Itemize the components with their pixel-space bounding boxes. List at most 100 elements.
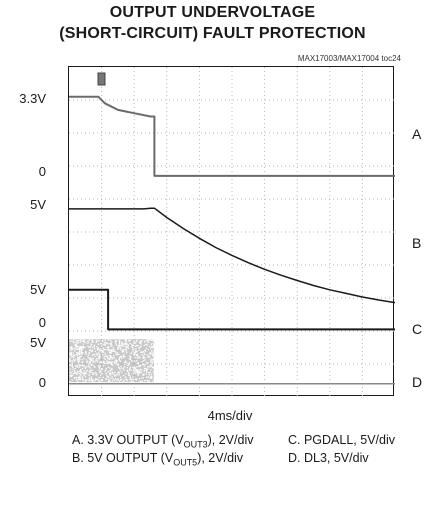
series-d-noise-dot bbox=[93, 372, 95, 375]
series-d-noise-dot bbox=[106, 375, 108, 377]
series-d-noise-dot bbox=[87, 354, 90, 356]
series-d-noise-dot bbox=[88, 351, 90, 354]
series-d-noise-dot bbox=[127, 347, 130, 350]
series-d-noise-dot bbox=[115, 361, 117, 363]
series-d-noise-dot bbox=[85, 351, 87, 353]
series-d-noise-dot bbox=[82, 365, 84, 367]
series-d-noise-dot bbox=[104, 354, 107, 356]
series-d-noise-dot bbox=[143, 344, 145, 347]
series-d-noise-dot bbox=[90, 345, 92, 347]
series-d-noise-dot bbox=[118, 343, 121, 345]
series-d-noise-dot bbox=[69, 358, 71, 360]
series-d-noise-dot bbox=[77, 362, 80, 364]
series-d-noise-dot bbox=[134, 345, 137, 347]
series-d-noise-dot bbox=[82, 378, 85, 381]
series-d-noise-dot bbox=[118, 380, 121, 382]
series-d-noise-dot bbox=[126, 343, 128, 345]
series-d-noise-dot bbox=[92, 360, 94, 362]
series-d-noise-dot bbox=[121, 371, 123, 373]
series-d-noise-dot bbox=[136, 362, 139, 364]
series-d-noise-dot bbox=[141, 354, 143, 356]
series-d-noise-dot bbox=[108, 379, 111, 382]
series-d-noise-dot bbox=[152, 359, 154, 361]
series-d-noise-dot bbox=[124, 339, 126, 341]
series-d-noise-dot bbox=[87, 345, 89, 347]
series-d-noise-dot bbox=[127, 346, 129, 349]
series-d-noise-dot bbox=[78, 360, 81, 362]
series-d-noise-dot bbox=[78, 349, 81, 352]
series-d-noise-dot bbox=[138, 365, 140, 367]
series-d-noise-dot bbox=[143, 352, 145, 354]
series-d-noise-dot bbox=[144, 349, 146, 352]
series-d-noise-dot bbox=[84, 346, 86, 348]
series-d-noise-dot bbox=[94, 361, 96, 363]
series-d-noise-dot bbox=[74, 346, 77, 348]
series-d-noise-dot bbox=[106, 362, 108, 365]
series-d-noise-dot bbox=[93, 345, 95, 347]
series-d-noise-dot bbox=[86, 360, 89, 363]
series-d-noise-dot bbox=[147, 362, 149, 364]
series-d-noise-dot bbox=[129, 376, 131, 379]
series-d-noise-dot bbox=[133, 342, 135, 344]
series-d-noise-dot bbox=[150, 359, 152, 362]
series-d-noise-dot bbox=[108, 354, 111, 357]
series-d-noise-dot bbox=[111, 362, 113, 364]
series-d-noise-dot bbox=[109, 339, 112, 341]
series-d-noise-dot bbox=[79, 370, 81, 372]
series-d-noise-dot bbox=[95, 378, 97, 381]
series-d-noise-dot bbox=[143, 367, 146, 370]
series-d-noise-dot bbox=[108, 349, 111, 351]
series-d-noise-dot bbox=[126, 379, 128, 382]
series-d-noise-dot bbox=[118, 372, 121, 374]
series-d-noise-dot bbox=[97, 347, 99, 349]
series-d-noise-dot bbox=[114, 375, 116, 377]
series-d-noise-dot bbox=[105, 378, 107, 381]
series-d-noise-dot bbox=[123, 380, 125, 383]
series-d-noise-dot bbox=[86, 379, 88, 381]
series-d-noise-dot bbox=[149, 371, 151, 373]
series-d-noise-dot bbox=[151, 351, 153, 353]
series-d-noise-dot bbox=[86, 369, 88, 371]
series-d-noise-dot bbox=[88, 366, 90, 368]
series-d-noise-dot bbox=[102, 350, 105, 353]
series-d-noise-dot bbox=[119, 369, 121, 371]
series-d-noise-dot bbox=[87, 356, 89, 358]
series-d-noise-dot bbox=[145, 373, 148, 375]
series-d-noise-dot bbox=[98, 354, 101, 356]
series-d-noise-dot bbox=[96, 357, 98, 360]
series-d-noise-dot bbox=[139, 342, 141, 344]
series-d-noise-dot bbox=[74, 354, 76, 356]
series-d-noise-dot bbox=[141, 373, 144, 376]
series-d-noise-dot bbox=[144, 354, 146, 356]
series-d-noise-dot bbox=[102, 354, 104, 356]
series-d-noise-dot bbox=[109, 367, 111, 369]
series-d-noise-dot bbox=[125, 349, 127, 352]
series-d-noise-dot bbox=[112, 350, 114, 352]
series-d-noise-dot bbox=[122, 367, 125, 369]
series-d-noise-dot bbox=[125, 360, 127, 363]
series-d-noise-dot bbox=[138, 381, 140, 383]
series-d-noise-dot bbox=[105, 377, 107, 380]
series-d-noise-dot bbox=[147, 349, 150, 351]
series-d-noise-dot bbox=[137, 363, 139, 365]
series-d-noise-dot bbox=[103, 342, 106, 344]
series-d-noise-dot bbox=[77, 364, 79, 366]
series-d-noise-dot bbox=[135, 369, 138, 371]
series-d-noise-dot bbox=[108, 381, 110, 384]
series-d-noise-dot bbox=[137, 344, 139, 347]
series-d-noise-dot bbox=[153, 351, 155, 353]
series-d-noise-dot bbox=[83, 340, 85, 342]
series-d-noise-dot bbox=[132, 369, 135, 371]
series-d-noise-dot bbox=[121, 343, 123, 345]
series-d-noise-dot bbox=[148, 339, 150, 341]
series-d-noise-dot bbox=[98, 340, 100, 342]
series-d-noise-dot bbox=[90, 378, 93, 380]
series-d-noise-dot bbox=[78, 348, 81, 351]
series-d-noise-dot bbox=[151, 346, 153, 349]
series-d-noise-dot bbox=[151, 363, 153, 365]
series-d-noise-dot bbox=[120, 355, 123, 358]
series-d-noise-dot bbox=[115, 344, 118, 346]
series-d-noise-dot bbox=[111, 369, 113, 371]
series-d-noise-dot bbox=[125, 348, 127, 350]
series-d-noise-dot bbox=[87, 340, 89, 342]
